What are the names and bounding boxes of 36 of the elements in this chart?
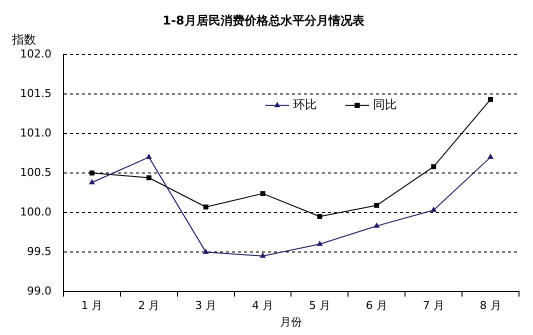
point [431,164,436,170]
x-tick-label: 5 月 [308,299,330,312]
point [146,175,152,180]
y-tick-label: 99.5 [26,244,52,258]
x-tick-label: 8 月 [480,299,502,312]
y-tick-label: 100.0 [20,205,52,218]
x-tick-label: 4 月 [252,299,274,312]
point [260,191,266,196]
point [430,206,437,212]
point [88,178,95,184]
point [146,154,152,159]
y-tick-label: 101.5 [20,86,52,100]
point [316,240,323,246]
x-tick-label: 3 月 [195,299,217,312]
x-tick-label: 7 月 [422,299,444,312]
point [202,248,209,254]
y-axis-title: 指数 [11,32,36,47]
point [260,252,266,258]
x-tick-label: 2 月 [138,299,160,312]
x-axis-title: 月份 [280,315,302,328]
y-tick-label: 101.0 [20,126,52,140]
y-tick-label: 102.0 [20,47,52,60]
point [203,204,208,210]
x-tick-label: 1 月 [81,299,103,312]
point [317,214,322,219]
y-tick-label: 100.5 [20,166,52,179]
x-tick-label: 6 月 [366,299,388,312]
legend-label: 环比 [293,98,318,112]
point [374,202,380,208]
point [89,170,94,176]
point [488,96,494,102]
y-tick-label: 99.0 [26,284,52,298]
legend-label: 同比 [373,98,398,112]
point [488,154,494,159]
chart-title: 1-8月居民消费价格总水平分月情况表 [162,13,366,28]
point [374,222,380,228]
